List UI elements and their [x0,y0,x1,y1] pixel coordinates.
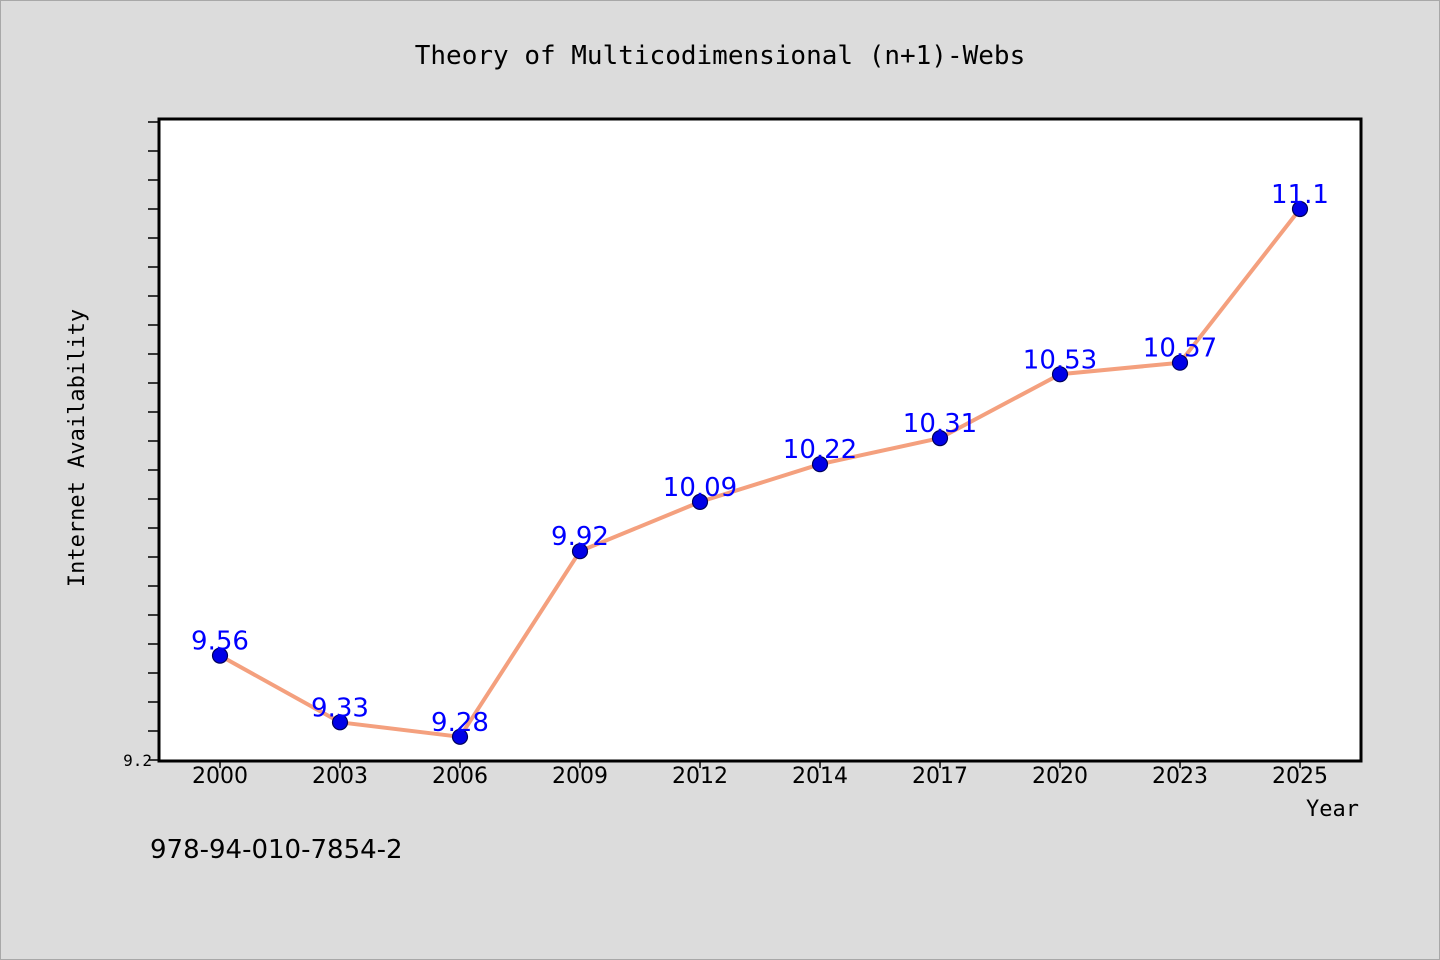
data-label: 9.33 [311,693,369,723]
x-tick-label: 2003 [312,764,368,789]
data-label: 11.1 [1271,180,1329,210]
data-label: 9.28 [431,708,489,738]
data-point [451,728,469,745]
x-tick-label: 2014 [792,764,848,789]
data-point [1291,200,1309,218]
series-line [219,207,1302,739]
data-label: 9.56 [191,627,249,657]
data-label: 10.57 [1143,334,1217,364]
x-tick-label: 2000 [192,764,248,789]
x-axis-ticks: 2000 2003 2006 2009 2012 2014 2017 2020 2023 2025 [192,761,1328,789]
x-tick-label: 2020 [1032,764,1088,789]
data-label: 10.31 [903,409,977,439]
chart-title: Theory of Multicodimensional (n+1)-Webs [415,41,1025,71]
data-point [931,430,949,447]
data-point [691,493,709,510]
y-axis-title: Internet Availability [65,309,90,587]
data-label: 10.09 [663,473,737,503]
data-point [1051,366,1069,383]
data-point [1171,354,1189,371]
plot-area [157,117,1363,763]
data-labels: 9.56 9.33 9.28 9.92 10.09 10.22 10.31 10.53 10.5… [191,180,1329,738]
x-axis-title: Year [1306,797,1359,822]
x-tick-label: 2006 [432,764,488,789]
data-label: 9.92 [551,522,609,552]
data-point [331,714,349,731]
isbn-code: 978-94-010-7854-2 [150,835,403,865]
x-tick-label: 2009 [552,764,608,789]
data-point [571,543,589,560]
y-tick-label: 9.2 [123,751,152,770]
y-axis-ticks: 9.2 [123,121,159,770]
series-markers [211,200,1309,745]
x-tick-label: 2023 [1152,764,1208,789]
x-tick-label: 2017 [912,764,968,789]
x-tick-label: 2025 [1272,764,1328,789]
data-label: 10.22 [783,435,857,465]
data-label: 10.53 [1023,345,1097,375]
data-point [211,647,229,664]
data-point [811,456,829,473]
x-tick-label: 2012 [672,764,728,789]
